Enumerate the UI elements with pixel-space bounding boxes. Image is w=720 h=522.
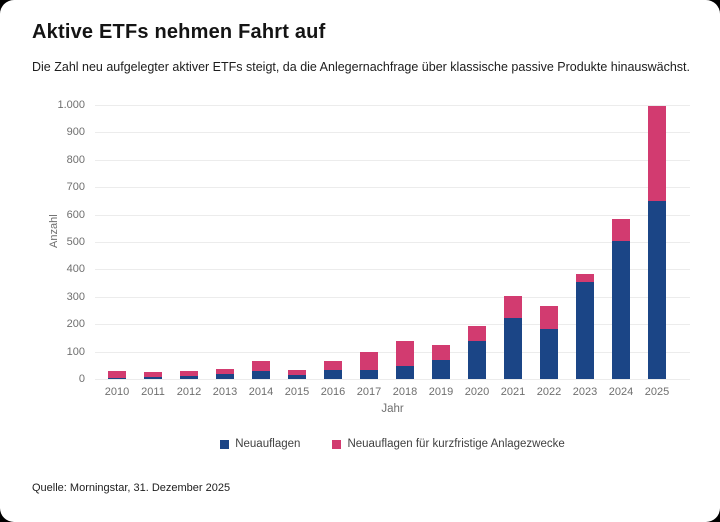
bar-2012[interactable] <box>180 105 198 379</box>
x-axis-label: Jahr <box>381 403 404 415</box>
y-tick-label: 200 <box>66 318 85 331</box>
bar-segment-2025-series1[interactable] <box>648 106 666 201</box>
bar-segment-2019-series0[interactable] <box>432 360 450 379</box>
bar-segment-2018-series1[interactable] <box>396 340 414 366</box>
gridline-400 <box>95 269 690 271</box>
x-tick-label-2023: 2023 <box>572 386 598 398</box>
x-tick-label-2015: 2015 <box>284 386 310 398</box>
bar-2021[interactable] <box>504 105 522 379</box>
bar-segment-2014-series0[interactable] <box>252 370 270 379</box>
page-subtitle: Die Zahl neu aufgelegter aktiver ETFs st… <box>32 60 691 74</box>
bar-2010[interactable] <box>108 105 126 379</box>
gridline-800 <box>95 159 690 161</box>
gridline-1000 <box>95 105 690 106</box>
x-tick-label-2016: 2016 <box>320 386 346 398</box>
bar-2016[interactable] <box>324 105 342 379</box>
bar-segment-2020-series0[interactable] <box>468 341 486 379</box>
y-tick-label: 1.000 <box>57 99 85 111</box>
bar-segment-2019-series1[interactable] <box>432 344 450 361</box>
gridline-600 <box>95 214 690 216</box>
x-tick-label-2025: 2025 <box>644 386 670 398</box>
y-tick-label: 0 <box>78 373 85 385</box>
bar-segment-2024-series0[interactable] <box>612 240 630 379</box>
bar-2019[interactable] <box>432 105 450 379</box>
plot-area <box>95 105 690 380</box>
x-tick-label-2013: 2013 <box>212 386 238 398</box>
source-note: Quelle: Morningstar, 31. Dezember 2025 <box>32 482 231 494</box>
y-tick-label: 500 <box>66 236 85 248</box>
x-tick-label-2022: 2022 <box>536 386 562 398</box>
x-tick-label-2021: 2021 <box>500 386 526 398</box>
bar-segment-2015-series0[interactable] <box>288 374 306 379</box>
bar-segment-2024-series1[interactable] <box>612 218 630 241</box>
bar-2025[interactable] <box>648 105 666 379</box>
bar-segment-2012-series0[interactable] <box>180 375 198 379</box>
gridline-700 <box>95 187 690 189</box>
y-tick-label: 900 <box>66 126 85 139</box>
bar-2023[interactable] <box>576 105 594 379</box>
legend-label: Neuauflagen <box>235 438 301 450</box>
legend-swatch-icon <box>220 439 230 449</box>
bar-segment-2022-series1[interactable] <box>540 305 558 330</box>
bar-segment-2010-series1[interactable] <box>108 371 126 378</box>
bar-segment-2023-series1[interactable] <box>576 273 594 282</box>
bar-segment-2014-series1[interactable] <box>252 361 270 371</box>
gridline-500 <box>95 242 690 243</box>
gridline-200 <box>95 324 690 326</box>
bar-segment-2010-series0[interactable] <box>108 377 126 379</box>
gridline-0 <box>95 379 690 380</box>
x-tick-label-2010: 2010 <box>104 386 130 398</box>
bar-segment-2025-series0[interactable] <box>648 200 666 379</box>
legend-item-1: Neuauflagen für kurzfristige Anlagezweck… <box>332 438 565 450</box>
bar-segment-2013-series0[interactable] <box>216 374 234 379</box>
bar-2017[interactable] <box>360 105 378 379</box>
bar-2014[interactable] <box>252 105 270 379</box>
bar-2020[interactable] <box>468 105 486 379</box>
x-tick-label-2014: 2014 <box>248 386 274 398</box>
bar-2015[interactable] <box>288 105 306 379</box>
bar-segment-2022-series0[interactable] <box>540 329 558 379</box>
y-tick-label: 300 <box>66 290 85 303</box>
bar-segment-2011-series0[interactable] <box>144 377 162 379</box>
y-tick-label: 400 <box>66 263 85 276</box>
x-tick-label-2012: 2012 <box>176 386 202 398</box>
y-tick-label: 700 <box>66 181 85 194</box>
gridline-100 <box>95 351 690 353</box>
gridline-300 <box>95 296 690 298</box>
bar-segment-2021-series0[interactable] <box>504 318 522 379</box>
bar-segment-2016-series1[interactable] <box>324 361 342 371</box>
bar-segment-2016-series0[interactable] <box>324 370 342 379</box>
x-tick-label-2024: 2024 <box>608 386 634 398</box>
legend-swatch-icon <box>332 439 342 449</box>
bar-segment-2020-series1[interactable] <box>468 326 486 342</box>
bar-segment-2012-series1[interactable] <box>180 370 198 376</box>
bar-2011[interactable] <box>144 105 162 379</box>
bar-segment-2023-series0[interactable] <box>576 281 594 379</box>
bar-segment-2021-series1[interactable] <box>504 296 522 319</box>
legend-item-0: Neuauflagen <box>220 438 300 450</box>
legend: Neuauflagen Neuauflagen für kurzfristige … <box>95 438 690 450</box>
x-tick-label-2020: 2020 <box>464 386 490 398</box>
gridline-900 <box>95 132 690 134</box>
bar-segment-2015-series1[interactable] <box>288 369 306 375</box>
x-tick-label-2019: 2019 <box>428 386 454 398</box>
bar-2013[interactable] <box>216 105 234 379</box>
bar-segment-2017-series0[interactable] <box>360 369 378 379</box>
bar-segment-2018-series0[interactable] <box>396 365 414 379</box>
y-tick-label: 800 <box>66 153 85 166</box>
bar-2024[interactable] <box>612 105 630 379</box>
bar-segment-2013-series1[interactable] <box>216 369 234 375</box>
bar-2018[interactable] <box>396 105 414 379</box>
bar-segment-2011-series1[interactable] <box>144 372 162 378</box>
page-title: Aktive ETFs nehmen Fahrt auf <box>32 21 326 43</box>
bar-segment-2017-series1[interactable] <box>360 352 378 370</box>
x-tick-label-2011: 2011 <box>141 386 165 398</box>
bar-2022[interactable] <box>540 105 558 379</box>
legend-label: Neuauflagen für kurzfristige Anlagezweck… <box>347 438 565 450</box>
y-tick-label: 600 <box>66 208 85 221</box>
y-tick-label: 100 <box>66 345 85 358</box>
x-tick-label-2017: 2017 <box>356 386 382 398</box>
x-tick-label-2018: 2018 <box>392 386 418 398</box>
